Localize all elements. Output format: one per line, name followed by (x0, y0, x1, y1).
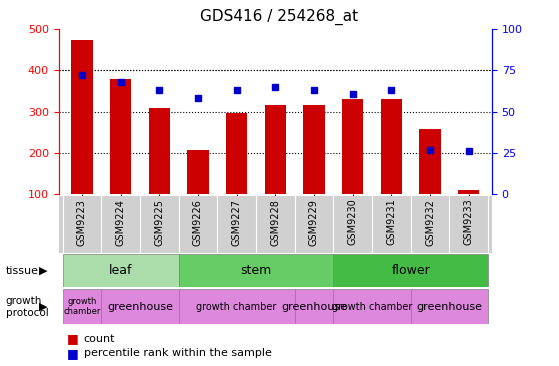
Bar (333, 254, 488, 287)
Text: GSM9228: GSM9228 (271, 199, 280, 246)
Bar (101, 289, 179, 324)
Text: ▶: ▶ (39, 302, 48, 312)
Text: stem: stem (240, 264, 272, 277)
Text: growth chamber: growth chamber (332, 302, 412, 311)
Bar (342, 99, 363, 194)
Text: GSM9226: GSM9226 (193, 199, 203, 246)
Text: count: count (84, 333, 115, 344)
Bar (110, 79, 131, 194)
Text: GSM9231: GSM9231 (386, 199, 396, 245)
Text: ■: ■ (67, 332, 79, 345)
Text: leaf: leaf (109, 264, 132, 277)
Text: percentile rank within the sample: percentile rank within the sample (84, 348, 272, 358)
Text: GSM9227: GSM9227 (231, 199, 241, 246)
Text: growth chamber: growth chamber (196, 302, 277, 311)
Text: flower: flower (391, 264, 430, 277)
Text: GSM9230: GSM9230 (348, 199, 358, 245)
Bar (264, 105, 286, 194)
Text: ▶: ▶ (39, 266, 48, 276)
Bar (226, 113, 247, 194)
Bar (458, 190, 480, 194)
Text: growth
chamber: growth chamber (63, 297, 101, 316)
Bar (63, 289, 101, 324)
Bar (149, 108, 170, 194)
Text: GSM9233: GSM9233 (464, 199, 473, 245)
Text: growth
protocol: growth protocol (6, 296, 48, 318)
Bar (381, 99, 402, 194)
Text: ■: ■ (67, 347, 79, 360)
Text: tissue: tissue (6, 266, 39, 276)
Text: greenhouse: greenhouse (416, 302, 482, 311)
Bar (179, 289, 295, 324)
Bar (63, 254, 179, 287)
Bar (419, 129, 440, 194)
Bar (179, 254, 333, 287)
Bar (304, 105, 325, 194)
Bar (71, 40, 93, 194)
Text: GSM9224: GSM9224 (116, 199, 126, 246)
Text: GDS416 / 254268_at: GDS416 / 254268_at (201, 9, 358, 25)
Text: GSM9225: GSM9225 (154, 199, 164, 246)
Text: GSM9229: GSM9229 (309, 199, 319, 246)
Text: greenhouse: greenhouse (281, 302, 347, 311)
Bar (333, 289, 411, 324)
Text: GSM9232: GSM9232 (425, 199, 435, 246)
Bar (295, 289, 333, 324)
Bar (411, 289, 488, 324)
Bar (187, 150, 209, 194)
Text: GSM9223: GSM9223 (77, 199, 87, 246)
Text: greenhouse: greenhouse (107, 302, 173, 311)
